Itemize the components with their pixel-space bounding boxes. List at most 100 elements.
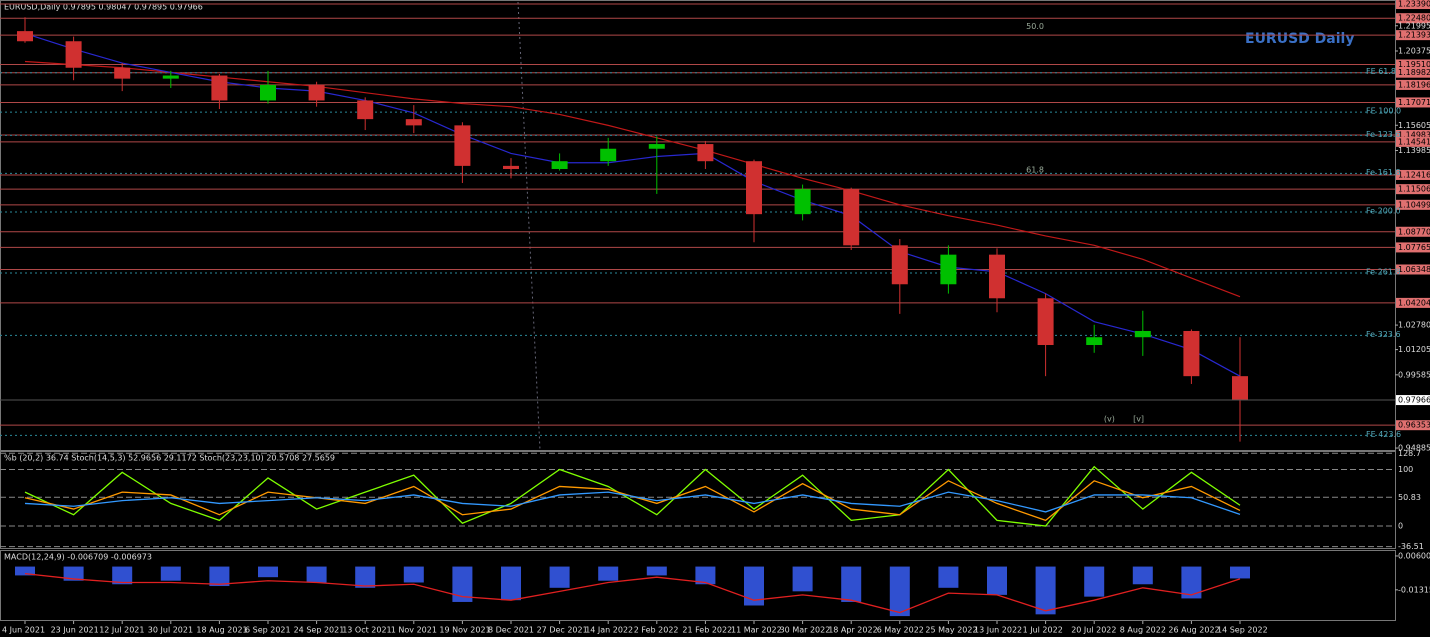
x-tick-label: 24 Sep 2021 <box>294 626 345 635</box>
x-tick-label: 8 Dec 2021 <box>488 626 534 635</box>
annotation: 61.8 <box>1026 165 1044 174</box>
macd-bar <box>889 566 910 617</box>
macd-bar <box>501 566 521 601</box>
x-tick-label: 20 Jul 2022 <box>1071 626 1116 635</box>
level-box <box>1396 297 1430 308</box>
macd-bar <box>63 566 84 581</box>
oscillator-title: %b (20,2) 36.74 Stoch(14,5,3) 52.9656 29… <box>4 454 335 463</box>
macd-bar <box>1035 566 1056 615</box>
level-label: 1.06348 <box>1398 265 1430 274</box>
candle-body <box>551 161 568 169</box>
macd-bar <box>792 566 813 592</box>
candle-body <box>940 254 957 285</box>
x-tick-label: 11 Mar 2022 <box>731 626 782 635</box>
macd-bar <box>695 566 716 585</box>
level-box <box>1396 169 1430 180</box>
line <box>24 32 1241 377</box>
x-tick-label: 18 Apr 2022 <box>828 626 877 635</box>
line <box>24 60 1241 298</box>
fib-label: FE 423.6 <box>1366 430 1401 439</box>
fib-label: Fe 200.0 <box>1366 206 1401 215</box>
level-box <box>1396 242 1430 253</box>
oscillator-pane <box>0 451 1396 549</box>
level-label: 1.14541 <box>1398 137 1430 146</box>
chart-title: EURUSD,Daily 0.97895 0.98047 0.97895 0.9… <box>4 3 203 12</box>
fib-label: Fe 261.8 <box>1366 268 1401 277</box>
y-tick-label: 100 <box>1398 465 1413 474</box>
y-tick-label: 128.7 <box>1398 449 1421 458</box>
y-tick-label: 1.13985 <box>1398 146 1430 155</box>
y-tick-label: -0.013154 <box>1398 585 1430 594</box>
candle-body <box>843 189 860 246</box>
level-label: 1.10499 <box>1398 200 1430 209</box>
macd-bar <box>452 566 473 602</box>
macd-bar <box>549 566 570 588</box>
macd-bar <box>355 566 376 588</box>
macd-bar <box>1132 566 1153 585</box>
candle-body <box>1232 376 1248 401</box>
y-tick-label: 1.01205 <box>1398 345 1430 354</box>
macd-bar <box>646 566 667 576</box>
candle-body <box>65 41 82 68</box>
macd-pane <box>0 550 1396 621</box>
macd-bar <box>112 566 133 585</box>
level-box <box>1396 79 1430 90</box>
candle-body <box>405 119 422 126</box>
x-tick-label: 23 Jun 2021 <box>51 626 99 635</box>
candle-body <box>1134 330 1151 338</box>
x-tick-label: 13 Oct 2021 <box>342 626 391 635</box>
level-box <box>1396 184 1430 195</box>
macd-bar <box>744 566 764 606</box>
x-tick-label: 14 Sep 2022 <box>1217 626 1268 635</box>
macd-bar <box>598 566 619 581</box>
macd-bar <box>987 566 1007 595</box>
macd-bar <box>938 566 959 588</box>
level-label: 1.12416 <box>1398 170 1430 179</box>
macd-bar <box>403 566 424 583</box>
fib-label: Fe 323.6 <box>1366 330 1401 339</box>
candle-body <box>697 144 714 162</box>
fib-label: Fe 123.6 <box>1366 130 1401 139</box>
x-tick-label: 25 May 2022 <box>925 626 977 635</box>
annotation: [v] <box>1133 415 1144 424</box>
candle-body <box>260 84 276 101</box>
level-box <box>1396 136 1430 147</box>
macd-bar <box>160 566 181 581</box>
y-tick-label: 0.006006 <box>1398 551 1430 560</box>
level-label: 1.17071 <box>1398 98 1430 107</box>
level-label: 1.22480 <box>1398 14 1430 23</box>
x-tick-label: 4 Jun 2021 <box>2 626 45 635</box>
candle-body <box>600 148 617 162</box>
x-tick-label: 13 Jun 2022 <box>974 626 1022 635</box>
level-box <box>1396 264 1430 275</box>
y-tick-label: 1.02780 <box>1398 321 1430 330</box>
candle-body <box>648 144 665 149</box>
level-box <box>1396 13 1430 24</box>
level-label: 1.04204 <box>1398 298 1430 307</box>
y-tick-label: 0.99585 <box>1398 370 1430 379</box>
level-label: 1.07765 <box>1398 243 1430 252</box>
current-price-box <box>1396 395 1430 406</box>
x-tick-label: 12 Jul 2021 <box>99 626 144 635</box>
y-tick-label: 1.20375 <box>1398 46 1430 55</box>
annotation: 50.0 <box>1026 22 1044 31</box>
level-box <box>1396 226 1430 237</box>
candle-body <box>891 245 908 285</box>
x-tick-label: 1 Jul 2022 <box>1023 626 1063 635</box>
level-label: 1.23390 <box>1398 0 1430 9</box>
level-box <box>1396 199 1430 210</box>
y-tick-label: 0.94885 <box>1398 444 1430 453</box>
candle-body <box>1037 298 1054 346</box>
candle-body <box>114 67 131 79</box>
candle-body <box>454 125 471 166</box>
level-box <box>1396 30 1430 41</box>
level-box <box>1396 67 1430 78</box>
current-price-label: 0.97966 <box>1398 396 1430 405</box>
x-tick-label: 8 Aug 2022 <box>1120 626 1166 635</box>
candle-body <box>17 31 33 42</box>
level-label: 1.21393 <box>1398 31 1430 40</box>
line <box>24 491 1241 516</box>
macd-bar <box>15 566 35 576</box>
